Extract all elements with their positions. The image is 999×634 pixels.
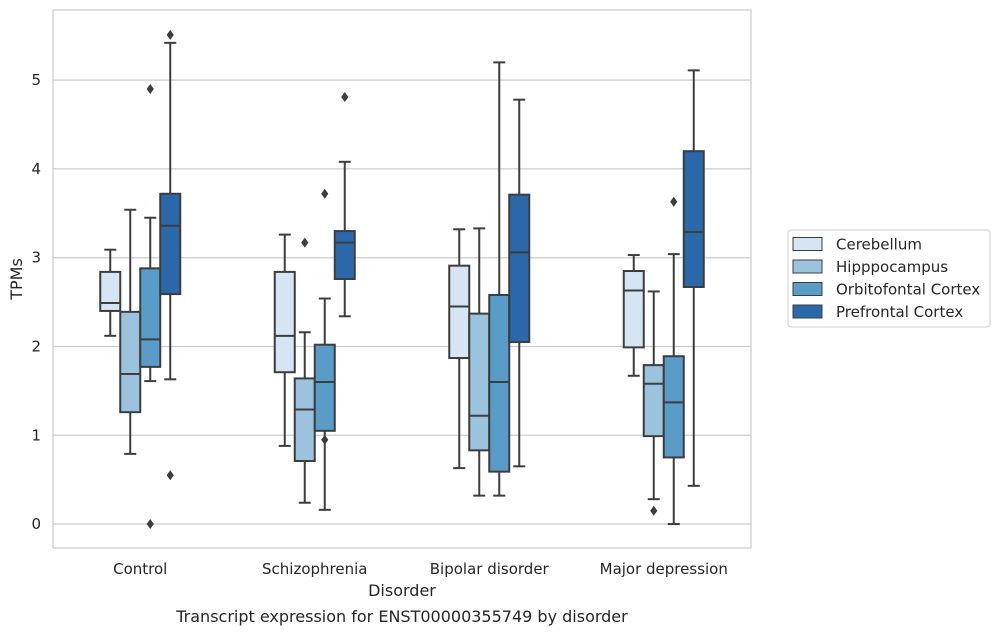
box-iqr [488, 293, 511, 473]
outlier-point [301, 237, 309, 248]
y-tick-label: 0 [31, 515, 41, 533]
box-cerebellum [448, 228, 471, 470]
box-iqr [682, 150, 705, 288]
legend-swatch [792, 237, 823, 251]
outlier-point [321, 188, 329, 199]
box-groups [99, 29, 705, 530]
outlier-point [166, 470, 174, 481]
box-iqr [448, 264, 471, 360]
y-axis-title: TPMs [7, 258, 26, 301]
x-tick-label: Major depression [600, 560, 728, 578]
box-iqr [622, 270, 645, 349]
y-tick-labels: 0 1 2 3 4 5 [31, 71, 41, 533]
box-prefrontal-cortex [159, 29, 182, 481]
box-prefrontal-cortex [333, 92, 356, 318]
legend-swatch [792, 259, 823, 274]
box-iqr [293, 377, 316, 462]
box-iqr [139, 267, 162, 368]
outlier-point [341, 92, 349, 103]
plot-frame [52, 9, 752, 549]
outlier-point [146, 519, 154, 530]
legend-label: Cerebellum [836, 236, 922, 254]
box-iqr [273, 270, 296, 374]
box-iqr [99, 270, 122, 312]
box-iqr [333, 230, 356, 280]
legend-label: Hipppocampus [836, 258, 948, 276]
y-tick-label: 2 [31, 337, 41, 355]
box-prefrontal-cortex [508, 98, 531, 468]
x-axis-title: Disorder [368, 581, 436, 600]
outlier-point [166, 29, 174, 40]
box-hipppocampus [119, 208, 142, 455]
outlier-point [321, 434, 329, 445]
box-iqr [468, 312, 491, 452]
box-orbitofontal-cortex [139, 84, 162, 530]
box-cerebellum [622, 254, 645, 377]
legend: Cerebellum Hipppocampus Orbitofontal Corte… [787, 229, 991, 328]
box-orbitofontal-cortex [313, 188, 336, 511]
box-orbitofontal-cortex [488, 61, 511, 497]
box-hipppocampus [468, 227, 491, 497]
legend-label: Prefrontal Cortex [836, 303, 963, 321]
box-iqr [159, 192, 182, 296]
box-iqr [642, 364, 665, 438]
box-iqr [313, 343, 336, 432]
box-cerebellum [99, 248, 122, 337]
box-hipppocampus [642, 290, 665, 516]
box-orbitofontal-cortex [662, 196, 685, 526]
outlier-point [146, 84, 154, 95]
outlier-point [670, 196, 678, 207]
outlier-point [650, 505, 658, 516]
legend-swatch [792, 282, 823, 296]
y-tick-label: 1 [31, 426, 41, 444]
box-prefrontal-cortex [682, 69, 705, 487]
box-iqr [119, 310, 142, 414]
box-iqr [508, 193, 531, 344]
legend-label: Orbitofontal Cortex [836, 281, 980, 299]
x-tick-label: Control [113, 560, 167, 578]
figure-caption: Transcript expression for ENST0000035574… [175, 607, 628, 626]
box-cerebellum [273, 233, 296, 447]
x-tick-label: Schizophrenia [262, 560, 367, 578]
x-tick-label: Bipolar disorder [430, 560, 550, 578]
y-tick-label: 5 [31, 71, 41, 89]
y-tick-label: 4 [31, 160, 41, 178]
box-hipppocampus [293, 237, 316, 504]
box-iqr [662, 355, 685, 459]
legend-box [787, 229, 991, 328]
legend-swatch [792, 304, 823, 319]
x-tick-labels: Control Schizophrenia Bipolar disorder Majo… [113, 560, 728, 578]
y-tick-label: 3 [31, 249, 41, 267]
